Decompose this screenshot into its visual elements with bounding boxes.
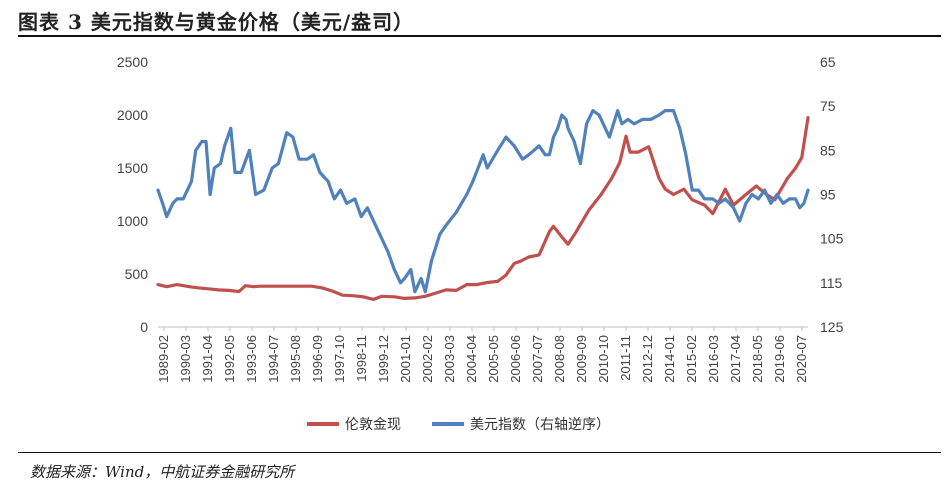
x-tick-label: 2003-03 [442, 335, 457, 383]
x-tick-label: 1991-04 [200, 335, 215, 383]
x-tick-label: 1990-03 [178, 335, 193, 383]
legend-usd-index-label: 美元指数（右轴逆序） [470, 417, 610, 433]
page-title: 图表 3 美元指数与黄金价格（美元/盎司） [18, 10, 415, 34]
x-tick-label: 2010-10 [596, 335, 611, 383]
x-tick-label: 1998-11 [354, 335, 369, 382]
x-tick-label: 2005-05 [486, 335, 501, 383]
left-tick-label: 1500 [117, 160, 148, 176]
x-tick-label: 1997-10 [332, 335, 347, 383]
x-tick-label: 2020-07 [794, 335, 809, 383]
x-tick-label: 2019-06 [772, 335, 787, 383]
x-tick-label: 1992-05 [222, 335, 237, 383]
series-line-gold-price [156, 115, 810, 301]
x-tick-label: 2001-01 [398, 335, 413, 383]
x-tick-label: 2011-11 [618, 335, 633, 381]
x-tick-label: 2002-02 [420, 335, 435, 383]
title-rule [18, 35, 941, 37]
left-axis: 0 500 1000 1500 2000 2500 [117, 54, 148, 335]
right-tick-label: 105 [820, 231, 844, 247]
right-axis: 65 75 85 95 105 115 125 [820, 54, 844, 335]
x-tick-label: 2015-02 [684, 335, 699, 383]
x-tick-label: 1989-02 [156, 335, 171, 383]
right-tick-label: 125 [820, 319, 844, 335]
x-tick-label: 2009-09 [574, 335, 589, 383]
x-tick-label: 2016-03 [706, 335, 721, 383]
x-axis: 1989-02 1990-03 1991-04 1992-05 1993-06 1994-… [156, 326, 809, 383]
left-tick-label: 0 [140, 319, 148, 335]
right-tick-label: 75 [820, 98, 836, 114]
x-tick-label: 2017-04 [728, 335, 743, 383]
x-tick-label: 2014-01 [662, 335, 677, 383]
series-lines [156, 108, 810, 301]
right-tick-label: 65 [820, 54, 836, 70]
x-tick-label: 1996-09 [310, 335, 325, 383]
x-tick-label: 1994-07 [266, 335, 281, 383]
source-rule [18, 452, 941, 453]
right-tick-label: 85 [820, 142, 836, 158]
chart-legend: 伦敦金现 美元指数（右轴逆序） [307, 417, 610, 433]
left-tick-label: 2500 [117, 54, 148, 70]
right-tick-label: 95 [820, 187, 836, 203]
x-tick-label: 1999-12 [376, 335, 391, 383]
source-note: 数据来源：Wind，中航证券金融研究所 [30, 463, 295, 481]
legend-gold-label: 伦敦金现 [345, 417, 401, 433]
x-tick-label: 2012-12 [640, 335, 655, 383]
x-tick-label: 2004-04 [464, 335, 479, 383]
series-line-usd-index [156, 108, 810, 294]
right-tick-label: 115 [820, 275, 843, 291]
x-tick-label: 2006-06 [508, 335, 523, 383]
left-tick-label: 2000 [117, 107, 148, 123]
x-tick-label: 1993-06 [244, 335, 259, 383]
x-tick-label: 2008-08 [552, 335, 567, 383]
x-tick-label: 2018-05 [750, 335, 765, 383]
left-tick-label: 1000 [117, 213, 148, 229]
x-tick-label: 1995-08 [288, 335, 303, 383]
x-tick-label: 2007-07 [530, 335, 545, 383]
left-tick-label: 500 [125, 266, 149, 282]
